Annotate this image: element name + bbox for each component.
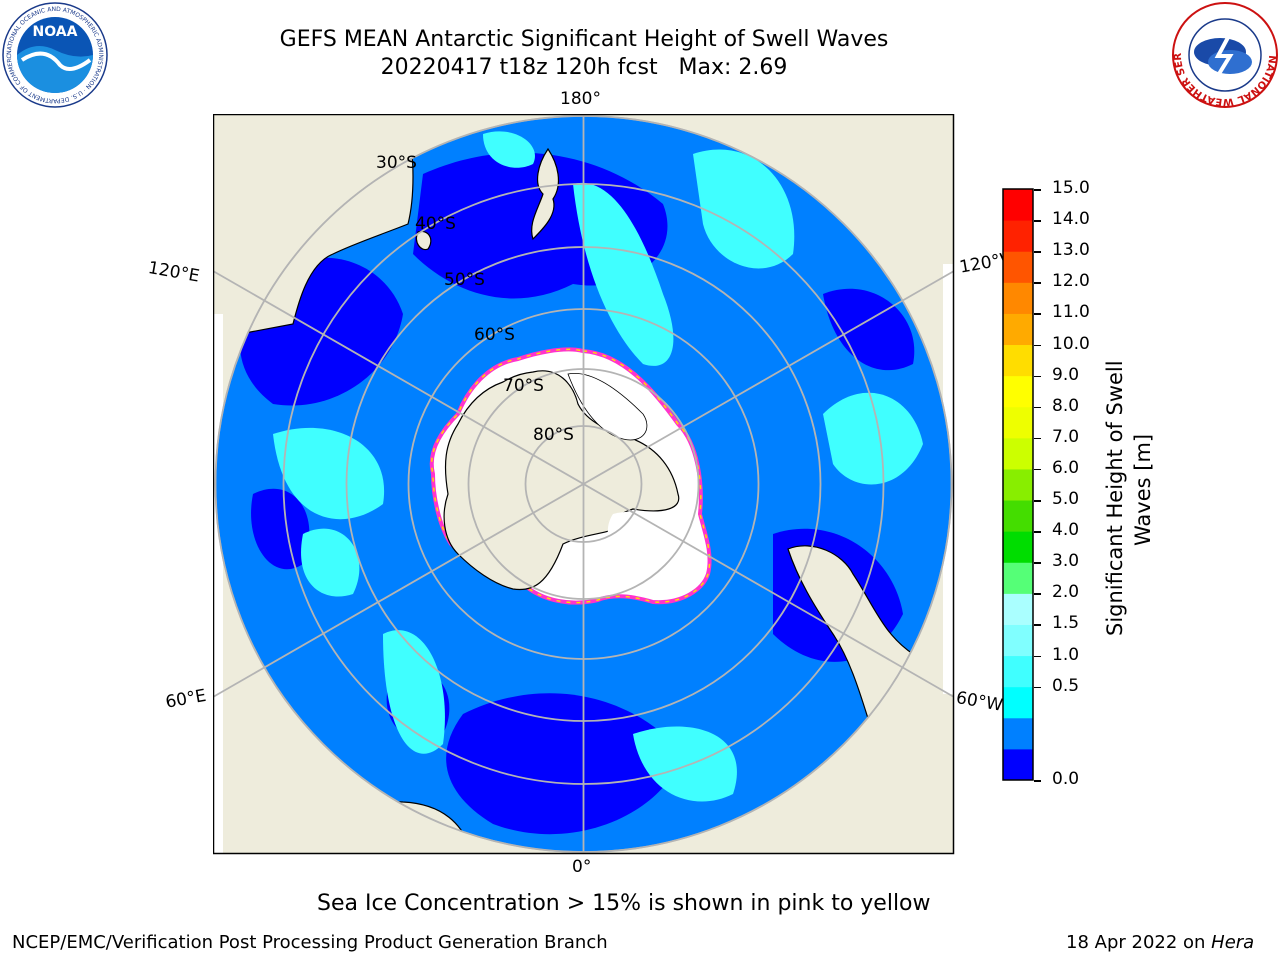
lon-label-0: 0° (572, 857, 592, 877)
colorbar-label-line2: Waves [m] (1131, 433, 1155, 546)
ross-ice-shelf (567, 372, 648, 441)
colorbar-tick-label: 12.0 (1052, 271, 1090, 292)
high-swell-area (301, 528, 360, 597)
colorbar-tick-label: 1.0 (1052, 644, 1080, 665)
colorbar-tick-mark (1034, 531, 1041, 533)
colorbar-tick-mark (1034, 686, 1041, 689)
lon-label-60e: 60°E (164, 685, 208, 713)
colorbar-tick-mark (1034, 437, 1041, 440)
colorbar-tick-label: 3.0 (1052, 551, 1080, 572)
colorbar-tick-label: 10.0 (1052, 333, 1090, 354)
chart-subtitle: 20220417 t18z 120h fcst Max: 2.69 (380, 55, 788, 80)
high-swell-area (273, 427, 385, 520)
colorbar-tick-mark (1034, 251, 1041, 253)
colorbar-tick-label: 8.0 (1052, 395, 1080, 416)
colorbar-tick-mark (1034, 468, 1041, 471)
colorbar-tick-label: 6.0 (1052, 457, 1080, 478)
colorbar-segment (1003, 406, 1033, 439)
colorbar-tick-mark (1034, 220, 1041, 222)
low-swell-area (823, 288, 915, 371)
colorbar-segment (1003, 748, 1033, 781)
noaa-logo: NOAA NATIONAL OCEANIC AND ATMOSPHERIC AD… (0, 0, 108, 108)
colorbar-segment (1003, 686, 1033, 719)
colorbar-tick-mark (1034, 593, 1041, 595)
lat-label-30: 30°S (376, 153, 417, 173)
colorbar-tick-mark (1034, 344, 1041, 347)
colorbar-segment (1003, 717, 1033, 750)
colorbar-tick-label: 5.0 (1052, 489, 1080, 510)
lat-label-40: 40°S (415, 214, 456, 234)
polar-map (213, 114, 955, 855)
colorbar-tick-mark (1034, 780, 1041, 782)
colorbar-tick-mark (1034, 562, 1041, 564)
lon-label-180: 180° (560, 89, 601, 109)
colorbar-tick-label: 11.0 (1052, 302, 1090, 323)
colorbar-segment (1003, 344, 1033, 377)
colorbar-tick-label: 9.0 (1052, 364, 1080, 385)
colorbar-tick-label: 2.0 (1052, 582, 1080, 603)
colorbar-segment (1003, 468, 1033, 501)
high-swell-area (633, 726, 737, 802)
colorbar-tick-mark (1034, 406, 1041, 409)
land-tasmania (415, 230, 432, 251)
svg-text:NOAA: NOAA (33, 24, 78, 40)
footer-machine: Hera (1211, 932, 1255, 953)
colorbar-segment (1003, 313, 1033, 346)
weddell-ice (607, 511, 673, 560)
colorbar-tick-mark (1034, 375, 1041, 378)
nws-logo: NATIONAL WEATHER SERVICE (1170, 0, 1278, 108)
high-swell-area (573, 182, 674, 366)
colorbar-tick-mark (1034, 313, 1041, 315)
footer-credit: NCEP/EMC/Verification Post Processing Pr… (12, 932, 608, 953)
footer-date-text: 18 Apr 2022 on (1066, 932, 1212, 953)
lon-label-60w: 60°W (954, 688, 1005, 716)
sea-ice-edge-yellow (431, 348, 711, 604)
colorbar-tick-mark (1034, 655, 1041, 658)
lat-label-70: 70°S (503, 376, 544, 396)
colorbar-label-line1: Significant Height of Swell (1103, 360, 1127, 636)
colorbar-tick-mark (1034, 500, 1041, 502)
colorbar-tick-label: 1.5 (1052, 613, 1080, 634)
colorbar-tick-mark (1034, 189, 1041, 191)
map-frame (213, 114, 955, 855)
colorbar-tick-mark (1034, 624, 1041, 626)
chart-title: GEFS MEAN Antarctic Significant Height o… (279, 27, 889, 52)
low-swell-area (251, 488, 310, 570)
colorbar-segment (1003, 624, 1033, 657)
colorbar-segment (1003, 189, 1033, 221)
colorbar-tick-label: 0.0 (1052, 769, 1080, 789)
colorbar-tick-label: 0.5 (1052, 675, 1080, 696)
high-swell-area (383, 630, 445, 754)
lat-label-80: 80°S (533, 425, 574, 445)
colorbar-segment (1003, 437, 1033, 470)
high-swell-area (483, 131, 535, 168)
colorbar-tick-label: 14.0 (1052, 209, 1090, 230)
colorbar-tick-label: 13.0 (1052, 240, 1090, 261)
lon-label-120e: 120°E (146, 258, 201, 287)
colorbar-segment (1003, 375, 1033, 408)
footer-date: 18 Apr 2022 on Hera (1066, 932, 1254, 953)
colorbar-segment (1003, 500, 1033, 532)
colorbar-segment (1003, 593, 1033, 625)
colorbar-segment (1003, 531, 1033, 563)
high-swell-area (693, 149, 795, 269)
colorbar-tick-mark (1034, 282, 1041, 284)
colorbar-segment (1003, 282, 1033, 314)
colorbar-segment (1003, 562, 1033, 594)
colorbar (1002, 188, 1034, 781)
sea-ice-note: Sea Ice Concentration > 15% is shown in … (317, 891, 931, 916)
lat-label-50: 50°S (444, 270, 485, 290)
colorbar-tick-label: 4.0 (1052, 520, 1080, 541)
low-swell-area (446, 693, 683, 835)
colorbar-segment (1003, 251, 1033, 283)
meridian-60e-120w (213, 270, 954, 698)
colorbar-segment (1003, 220, 1033, 252)
lat-label-60: 60°S (474, 325, 515, 345)
colorbar-tick-label: 7.0 (1052, 426, 1080, 447)
colorbar-segment (1003, 655, 1033, 688)
high-swell-area (823, 392, 923, 485)
colorbar-tick-label: 15.0 (1052, 178, 1090, 198)
